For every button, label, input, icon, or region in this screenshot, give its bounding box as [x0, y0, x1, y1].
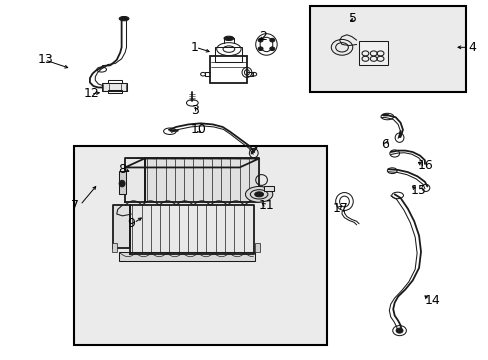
Ellipse shape — [224, 36, 233, 41]
Text: 4: 4 — [468, 41, 476, 54]
Ellipse shape — [269, 47, 274, 50]
Bar — [358, 41, 387, 65]
Ellipse shape — [269, 39, 274, 42]
Text: 13: 13 — [37, 53, 53, 66]
Text: 6: 6 — [380, 138, 388, 150]
Text: 15: 15 — [409, 184, 425, 197]
Ellipse shape — [395, 328, 402, 333]
Bar — [215, 47, 242, 62]
Bar — [264, 186, 273, 191]
Bar — [210, 56, 246, 83]
Bar — [310, 6, 466, 92]
Polygon shape — [125, 158, 259, 167]
Text: 2: 2 — [259, 30, 266, 43]
Ellipse shape — [245, 186, 272, 202]
Bar — [108, 90, 122, 93]
Ellipse shape — [119, 17, 129, 21]
Bar — [119, 252, 255, 261]
Text: 16: 16 — [417, 159, 432, 172]
Text: 9: 9 — [127, 216, 135, 230]
Bar — [108, 80, 122, 83]
Bar — [119, 171, 126, 194]
Polygon shape — [130, 205, 254, 253]
Text: 10: 10 — [190, 123, 206, 136]
Ellipse shape — [254, 192, 263, 197]
Text: 1: 1 — [190, 41, 198, 54]
Ellipse shape — [119, 180, 125, 187]
Text: 14: 14 — [424, 294, 440, 307]
Bar — [74, 146, 327, 345]
Text: 8: 8 — [118, 163, 125, 176]
Polygon shape — [144, 158, 259, 202]
Polygon shape — [113, 205, 130, 248]
Bar — [102, 83, 127, 91]
Text: 3: 3 — [190, 104, 198, 117]
Bar — [255, 243, 260, 252]
Text: 11: 11 — [259, 199, 274, 212]
Text: 5: 5 — [348, 12, 357, 25]
Polygon shape — [125, 158, 144, 202]
Text: 17: 17 — [331, 202, 347, 215]
Ellipse shape — [258, 47, 263, 50]
Ellipse shape — [258, 39, 263, 42]
Text: 12: 12 — [83, 87, 99, 100]
Bar — [112, 243, 117, 252]
Text: 7: 7 — [71, 199, 79, 212]
